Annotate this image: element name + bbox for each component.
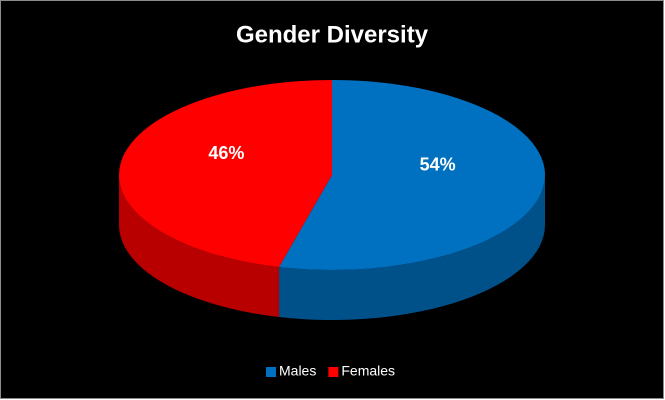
data-label: 46% [208,143,244,163]
slice [279,80,545,321]
slice-side [279,175,545,321]
legend-label: Females [341,363,395,379]
slice [118,80,332,318]
data-label: 54% [420,155,456,175]
chart-title: Gender Diversity [236,21,429,48]
legend-label: Males [279,363,316,379]
slice-top [118,80,332,268]
legend-swatch [266,367,276,377]
legend-swatch [328,367,339,377]
slice-top [279,80,545,270]
slice-side [119,175,280,318]
